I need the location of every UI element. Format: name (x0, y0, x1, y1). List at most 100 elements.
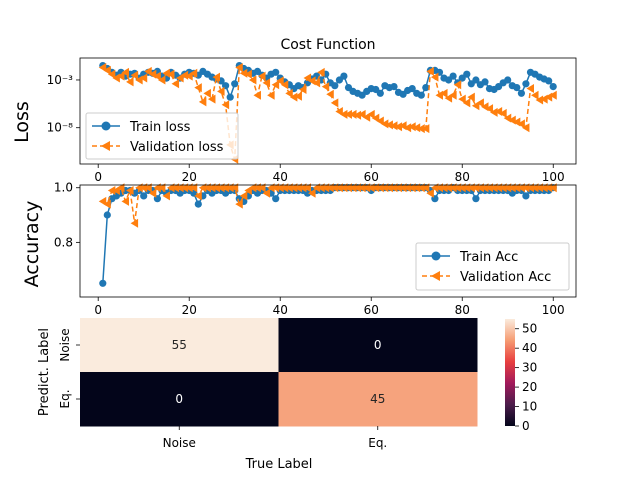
accuracy-point-1-49 (321, 183, 330, 193)
loss-point-1-6 (126, 77, 134, 87)
loss-point-1-32 (244, 69, 252, 79)
accuracy-point-1-55 (349, 183, 357, 193)
accuracy-point-1-66 (399, 183, 407, 193)
accuracy-y-tick-label-0: 0.8 (54, 235, 73, 249)
accuracy-point-0-1 (103, 211, 111, 219)
loss-point-1-48 (317, 67, 325, 77)
accuracy-point-1-52 (335, 183, 343, 193)
accuracy-point-1-24 (207, 183, 216, 193)
loss-point-1-21 (194, 83, 202, 93)
accuracy-point-1-69 (412, 183, 421, 193)
loss-point-1-9 (139, 73, 148, 83)
accuracy-point-1-63 (385, 183, 393, 193)
loss-point-1-78 (453, 80, 462, 90)
colorbar-tick-label-3: 30 (522, 361, 537, 375)
accuracy-point-1-60 (371, 183, 380, 193)
accuracy-point-1-44 (298, 183, 307, 193)
heatmap-x-axis-label: True Label (245, 457, 313, 472)
loss-point-1-96 (535, 95, 544, 105)
accuracy-point-1-50 (326, 183, 334, 193)
heatmap-y-axis-label: Predict. Label (37, 328, 52, 416)
loss-point-1-70 (417, 124, 425, 134)
accuracy-point-1-94 (526, 183, 534, 193)
accuracy-point-1-9 (139, 183, 148, 193)
loss-legend: Train loss Validation loss (85, 112, 239, 160)
loss-point-1-27 (221, 100, 230, 110)
loss-point-1-73 (430, 72, 439, 82)
loss-point-1-54 (344, 109, 352, 119)
accuracy-point-1-51 (330, 183, 339, 193)
loss-point-1-13 (157, 75, 166, 85)
loss-chart-title: Cost Function (280, 37, 375, 53)
accuracy-point-1-47 (312, 183, 321, 193)
accuracy-point-0-0 (99, 279, 107, 287)
colorbar-tick-label-5: 50 (522, 322, 537, 336)
accuracy-point-1-29 (230, 183, 239, 193)
loss-point-1-22 (198, 97, 207, 107)
accuracy-point-1-71 (421, 183, 430, 193)
accuracy-point-1-70 (417, 183, 425, 193)
loss-point-1-88 (499, 108, 507, 118)
accuracy-point-1-43 (294, 183, 302, 193)
loss-point-1-53 (339, 109, 348, 119)
accuracy-point-1-61 (376, 183, 384, 193)
loss-point-0-98 (545, 77, 553, 85)
accuracy-point-1-13 (157, 183, 166, 193)
accuracy-point-1-12 (153, 183, 161, 193)
loss-plot-area (98, 62, 557, 164)
loss-point-0-99 (549, 83, 557, 91)
accuracy-point-1-10 (144, 183, 152, 193)
accuracy-point-1-81 (467, 183, 475, 193)
accuracy-point-1-83 (476, 183, 484, 193)
loss-point-1-79 (458, 94, 466, 104)
loss-ticks: 0 20 40 60 80 100 10⁻³ 10⁻⁸ (47, 73, 565, 184)
confusion-matrix: 55 0 0 45 Noise Eq. Noise Eq. True Label Predic… (37, 318, 537, 472)
loss-point-1-69 (412, 123, 421, 133)
heatmap-cell-value-1-0: 0 (175, 392, 183, 406)
accuracy-point-1-48 (317, 183, 325, 193)
loss-point-1-36 (262, 78, 271, 88)
loss-point-1-50 (326, 89, 334, 99)
loss-point-1-51 (330, 98, 339, 108)
loss-point-1-25 (212, 72, 221, 82)
accuracy-legend-val-label: Validation Acc (460, 270, 551, 285)
accuracy-point-1-19 (185, 183, 193, 193)
loss-point-1-99 (549, 90, 557, 100)
accuracy-point-1-4 (116, 183, 125, 193)
accuracy-point-1-46 (308, 188, 316, 198)
loss-point-1-47 (312, 78, 321, 88)
loss-x-tick-label-3: 60 (364, 170, 379, 184)
loss-x-tick-label-2: 40 (273, 170, 288, 184)
accuracy-point-1-57 (358, 183, 366, 193)
accuracy-point-1-30 (235, 199, 243, 209)
loss-point-1-68 (408, 122, 416, 132)
loss-point-1-49 (321, 82, 330, 92)
loss-point-0-92 (517, 89, 526, 97)
loss-point-1-83 (476, 98, 484, 108)
accuracy-point-1-34 (253, 183, 261, 193)
accuracy-x-tick-label-2: 40 (273, 303, 288, 317)
accuracy-point-0-82 (472, 195, 480, 203)
accuracy-point-1-89 (503, 183, 512, 193)
heatmap-cell-value-1-1: 45 (370, 392, 385, 406)
accuracy-legend-train-label: Train Acc (459, 250, 518, 265)
accuracy-point-1-31 (239, 191, 248, 201)
loss-point-0-68 (408, 85, 416, 93)
heatmap-cell-1-0 (80, 372, 279, 427)
heatmap-cell-1-1 (278, 372, 478, 427)
accuracy-point-1-62 (380, 183, 389, 193)
accuracy-axes-frame (79, 184, 577, 298)
loss-point-1-4 (116, 71, 125, 81)
loss-point-1-85 (485, 104, 494, 114)
loss-point-1-37 (267, 90, 275, 100)
loss-point-1-43 (294, 91, 302, 101)
accuracy-point-1-54 (344, 183, 352, 193)
heatmap-cell-value-0-1: 0 (374, 338, 382, 352)
accuracy-point-1-78 (453, 183, 462, 193)
loss-legend-box (85, 112, 239, 160)
accuracy-point-1-88 (499, 183, 507, 193)
accuracy-y-axis-label: Accuracy (21, 201, 43, 288)
accuracy-point-1-82 (471, 183, 480, 193)
loss-point-1-67 (403, 123, 412, 133)
